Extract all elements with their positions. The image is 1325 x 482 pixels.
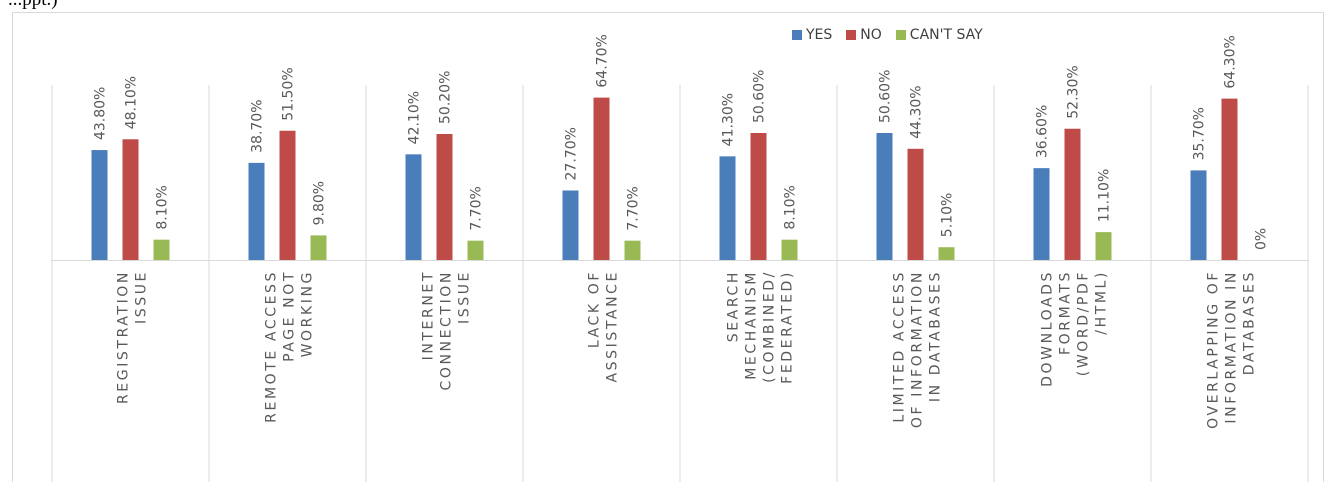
bar-yes bbox=[1033, 168, 1050, 260]
data-label-no: 51.50% bbox=[281, 67, 297, 120]
category-label-line: MECHANISM bbox=[744, 270, 760, 380]
category-label-line: SEARCH bbox=[726, 270, 742, 342]
category-label-line: DOWNLOADS bbox=[1040, 270, 1056, 387]
data-label-cant-say: 7.70% bbox=[469, 186, 485, 230]
bar-no bbox=[279, 130, 296, 260]
bar-no bbox=[907, 148, 924, 260]
data-label-cant-say: 8.10% bbox=[155, 185, 171, 229]
legend: YES NO CAN'T SAY bbox=[792, 27, 983, 43]
data-label-yes: 42.10% bbox=[407, 91, 423, 144]
category-label: REGISTRATION ISSUE bbox=[116, 270, 150, 404]
legend-swatch-no bbox=[846, 30, 857, 40]
category-label: LACK OF ASSISTANCE bbox=[587, 270, 621, 383]
data-label-cant-say: 0% bbox=[1254, 228, 1270, 250]
category-label: REMOTE ACCESS PAGE NOT WORKING bbox=[264, 270, 316, 423]
data-label-no: 50.20% bbox=[438, 71, 454, 124]
category-label-line: ISSUE bbox=[457, 270, 473, 324]
category-label-line: FEDERATED) bbox=[780, 270, 796, 384]
category-label: DOWNLOADS FORMATS (WORD/PDF/HTML) bbox=[1040, 270, 1110, 387]
data-label-cant-say: 5.10% bbox=[940, 193, 956, 237]
data-label-yes: 41.30% bbox=[721, 93, 737, 146]
category-label-line: LIMITED ACCESS bbox=[892, 270, 908, 423]
category-label-line: PAGE NOT bbox=[282, 270, 298, 362]
category-label-line: OVERLAPPING OF bbox=[1206, 270, 1222, 429]
legend-label-no: NO bbox=[860, 27, 882, 43]
data-label-cant-say: 7.70% bbox=[626, 186, 642, 230]
category-label-line: CONNECTION bbox=[439, 270, 455, 391]
top-caption: ...ppt.) bbox=[8, 0, 58, 11]
category-label-line: DATABASES bbox=[1242, 270, 1258, 375]
bar-yes bbox=[562, 190, 579, 260]
category-label-line: ASSISTANCE bbox=[605, 270, 621, 383]
data-label-yes: 38.70% bbox=[250, 99, 266, 152]
legend-label-yes: YES bbox=[806, 27, 833, 43]
data-label-cant-say: 8.10% bbox=[783, 185, 799, 229]
bar-no bbox=[750, 132, 767, 260]
bar-cant-say bbox=[467, 240, 484, 260]
bar-no bbox=[122, 139, 139, 260]
category-label-line: (COMBINED/ bbox=[762, 270, 778, 383]
bar-yes bbox=[719, 156, 736, 260]
bar-yes bbox=[91, 150, 108, 260]
data-label-no: 48.10% bbox=[124, 76, 140, 129]
data-label-no: 44.30% bbox=[909, 85, 925, 138]
data-label-cant-say: 9.80% bbox=[312, 181, 328, 225]
category-label-line: /HTML) bbox=[1094, 270, 1110, 335]
category-label-line: (WORD/PDF bbox=[1076, 270, 1092, 376]
bar-cant-say bbox=[624, 240, 641, 260]
bar-yes bbox=[876, 132, 893, 260]
category-label: SEARCH MECHANISM (COMBINED/FEDERATED) bbox=[726, 270, 796, 384]
bar-no bbox=[593, 97, 610, 260]
bar-cant-say bbox=[938, 247, 955, 260]
data-label-no: 64.70% bbox=[595, 34, 611, 87]
data-label-yes: 36.60% bbox=[1035, 105, 1051, 158]
category-label-line: FORMATS bbox=[1058, 270, 1074, 355]
bar-no bbox=[436, 133, 453, 260]
category-label-line: WORKING bbox=[300, 270, 316, 357]
category-label-line: OF INFORMATION bbox=[910, 270, 926, 428]
data-label-yes: 35.70% bbox=[1192, 107, 1208, 160]
legend-label-cant-say: CAN'T SAY bbox=[909, 27, 983, 43]
category-labels-layer: REGISTRATION ISSUE REMOTE ACCESS PAGE NOT WO… bbox=[116, 270, 1258, 429]
data-label-no: 52.30% bbox=[1066, 65, 1082, 118]
category-label: INTERNET CONNECTION ISSUE bbox=[421, 270, 473, 391]
bar-cant-say bbox=[781, 239, 798, 260]
category-label-line: INTERNET bbox=[421, 270, 437, 360]
category-label-line: IN DATABASES bbox=[928, 270, 944, 402]
legend-item-cant-say: CAN'T SAY bbox=[895, 27, 983, 43]
x-axis bbox=[51, 85, 1309, 482]
data-label-yes: 27.70% bbox=[564, 127, 580, 180]
legend-item-no: NO bbox=[846, 27, 882, 43]
bar-cant-say bbox=[310, 235, 327, 260]
category-label-line: REGISTRATION bbox=[116, 270, 132, 404]
data-label-yes: 50.60% bbox=[878, 70, 894, 123]
data-labels-layer: 43.80% 48.10% 8.10% 38.70% 51.50% 9.80% 42.10%… bbox=[93, 34, 1270, 250]
legend-swatch-yes bbox=[792, 30, 802, 40]
bar-no bbox=[1221, 98, 1238, 261]
category-label-line: LACK OF bbox=[587, 270, 603, 348]
data-label-no: 64.30% bbox=[1223, 35, 1239, 88]
data-label-cant-say: 11.10% bbox=[1097, 169, 1113, 222]
category-label: OVERLAPPING OF INFORMATION IN DATABASES bbox=[1206, 270, 1258, 429]
category-label: LIMITED ACCESS OF INFORMATION IN DATABASES bbox=[892, 270, 944, 428]
bar-cant-say bbox=[153, 239, 170, 260]
data-label-no: 50.60% bbox=[752, 70, 768, 123]
data-label-yes: 43.80% bbox=[93, 87, 109, 140]
category-label-line: ISSUE bbox=[134, 270, 150, 324]
bars-layer bbox=[91, 97, 1238, 261]
chart-frame bbox=[12, 12, 1324, 482]
bar-yes bbox=[1190, 170, 1207, 260]
legend-item-yes: YES bbox=[792, 27, 832, 43]
bar-yes bbox=[405, 154, 422, 260]
legend-swatch-cant-say bbox=[895, 30, 906, 40]
category-label-line: INFORMATION IN bbox=[1224, 270, 1240, 424]
bar-no bbox=[1064, 128, 1081, 260]
bar-yes bbox=[248, 162, 265, 260]
bar-cant-say bbox=[1095, 232, 1112, 260]
category-label-line: REMOTE ACCESS bbox=[264, 270, 280, 423]
